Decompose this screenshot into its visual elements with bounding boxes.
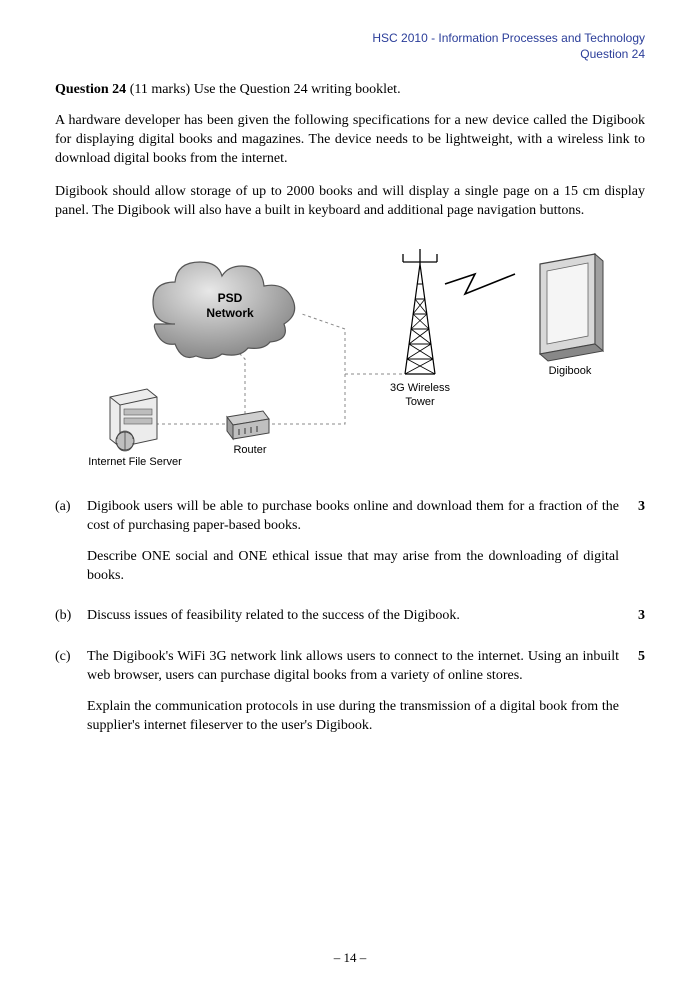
part-a-text-2: Describe ONE social and ONE ethical issu… (87, 548, 619, 586)
part-a-label: (a) (55, 498, 87, 586)
cloud-label-1: PSD (218, 291, 243, 305)
part-b: (b) Discuss issues of feasibility relate… (55, 607, 645, 626)
part-a-marks: 3 (619, 498, 645, 586)
part-b-marks: 3 (619, 607, 645, 626)
header-line-1: HSC 2010 - Information Processes and Tec… (55, 30, 645, 46)
part-c: (c) The Digibook's WiFi 3G network link … (55, 648, 645, 736)
tower-icon: 3G Wireless Tower (390, 249, 450, 408)
header-line-2: Question 24 (55, 46, 645, 62)
digibook-icon: Digibook (540, 254, 603, 377)
network-diagram: PSD Network (55, 239, 645, 474)
question-parts: (a) Digibook users will be able to purch… (55, 498, 645, 736)
part-b-body: Discuss issues of feasibility related to… (87, 607, 619, 626)
server-icon: Internet File Server (88, 389, 182, 468)
part-b-label: (b) (55, 607, 87, 626)
part-b-text-1: Discuss issues of feasibility related to… (87, 607, 619, 626)
intro-paragraph-2: Digibook should allow storage of up to 2… (55, 183, 645, 221)
cloud-icon: PSD Network (153, 262, 295, 359)
wireless-icon (445, 274, 515, 294)
cloud-label-2: Network (206, 306, 254, 320)
part-a: (a) Digibook users will be able to purch… (55, 498, 645, 586)
tower-label-1: 3G Wireless (390, 382, 450, 394)
router-icon: Router (227, 411, 269, 456)
question-title: Question 24 (11 marks) Use the Question … (55, 82, 645, 98)
question-number: Question 24 (55, 82, 126, 97)
tower-label-2: Tower (405, 396, 435, 408)
exam-page: HSC 2010 - Information Processes and Tec… (0, 0, 700, 990)
part-c-text-1: The Digibook's WiFi 3G network link allo… (87, 648, 619, 686)
part-a-text-1: Digibook users will be able to purchase … (87, 498, 619, 536)
page-number: – 14 – (0, 950, 700, 966)
digibook-label: Digibook (549, 365, 592, 377)
page-header: HSC 2010 - Information Processes and Tec… (55, 30, 645, 62)
part-c-text-2: Explain the communication protocols in u… (87, 698, 619, 736)
part-c-body: The Digibook's WiFi 3G network link allo… (87, 648, 619, 736)
part-c-marks: 5 (619, 648, 645, 736)
router-label: Router (233, 444, 266, 456)
part-a-body: Digibook users will be able to purchase … (87, 498, 619, 586)
part-c-label: (c) (55, 648, 87, 736)
diagram-svg: PSD Network (55, 239, 615, 469)
question-marks-text: (11 marks) Use the Question 24 writing b… (130, 82, 401, 97)
intro-paragraph-1: A hardware developer has been given the … (55, 112, 645, 169)
server-label: Internet File Server (88, 456, 182, 468)
